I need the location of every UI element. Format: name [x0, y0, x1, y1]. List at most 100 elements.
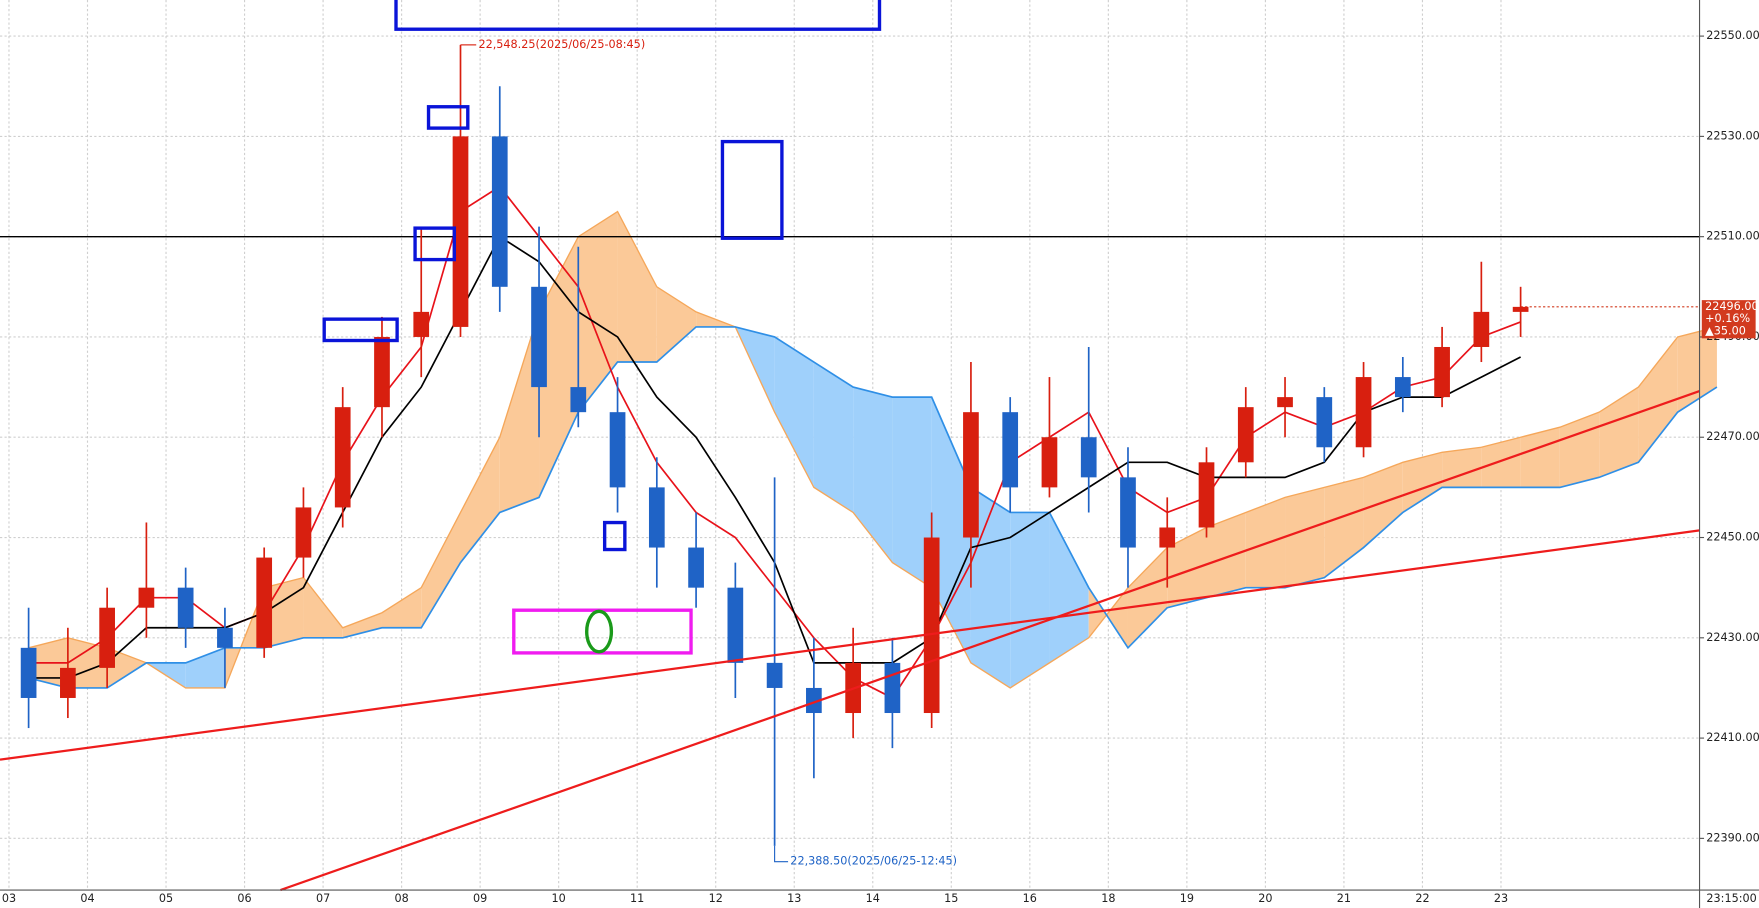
y-tick-label: 22470.00	[1706, 430, 1759, 443]
ellipse	[585, 609, 614, 654]
high-label: 22,548.25(2025/06/25-08:45)	[478, 38, 645, 51]
cloud-segment	[1167, 527, 1207, 608]
candle-body	[1277, 397, 1293, 408]
cloud-edge	[28, 210, 1718, 689]
x-tick-label: 19	[1180, 892, 1194, 905]
last-diff: ▲35.00	[1705, 325, 1746, 338]
y-tick-label: 22410.00	[1706, 731, 1759, 744]
x-tick-label: 16	[1023, 892, 1037, 905]
candle-body	[1198, 462, 1215, 528]
cloud-segment	[1127, 547, 1168, 648]
candle-body	[1120, 477, 1136, 548]
candle-body	[1080, 437, 1097, 478]
cloud-segment	[303, 577, 343, 638]
box	[413, 226, 457, 262]
x-tick-label: 10	[552, 892, 566, 905]
drawings	[0, 0, 1700, 892]
candle-body	[806, 687, 822, 714]
x-tick-label: 03	[2, 892, 16, 905]
x-tick-label: 22	[1415, 892, 1429, 905]
cloud-segment	[774, 336, 814, 488]
x-tick-label: 12	[709, 892, 723, 905]
candle-body	[20, 647, 37, 698]
candle-body	[374, 336, 390, 408]
x-tick-label: 20	[1258, 892, 1272, 905]
candle-body	[334, 407, 351, 508]
candle-body	[1041, 437, 1058, 488]
box	[394, 0, 882, 31]
x-tick-label: 07	[316, 892, 330, 905]
trend-line	[0, 529, 1700, 761]
candle-body	[963, 412, 979, 538]
cloud-segment	[1363, 462, 1403, 548]
cloud-segment	[381, 587, 422, 628]
cloud-segment	[1206, 512, 1246, 598]
cloud-segment	[342, 612, 382, 638]
y-tick-label: 22390.00	[1706, 831, 1759, 844]
cloud-segment	[1520, 427, 1560, 488]
cloud-segment	[1442, 447, 1482, 488]
box	[720, 139, 784, 240]
last-price-box	[1701, 300, 1756, 339]
last-change: +0.16%	[1705, 312, 1750, 325]
candle-body	[256, 557, 273, 648]
candle-body	[1002, 412, 1019, 488]
x-tick-label: 08	[394, 892, 408, 905]
grid	[0, 0, 1700, 891]
candle-body	[99, 607, 115, 668]
trend-line	[280, 390, 1700, 892]
candle-body	[1316, 397, 1333, 448]
candle-body	[138, 587, 155, 608]
candle-body	[452, 136, 469, 327]
x-tick-label: 05	[159, 892, 173, 905]
x-tick-label: 14	[866, 892, 880, 905]
cloud-segment	[67, 637, 108, 688]
x-tick-label: 04	[80, 892, 94, 905]
cloud-segment	[1677, 326, 1717, 413]
cloud-segment	[1049, 512, 1089, 663]
candle-body	[1473, 311, 1490, 347]
box	[426, 105, 470, 130]
x-tick-label: 06	[237, 892, 251, 905]
low-label: 22,388.50(2025/06/25-12:45)	[790, 855, 957, 868]
y-tick-label: 22550.00	[1706, 29, 1759, 42]
y-tick-label: 22530.00	[1706, 129, 1759, 142]
candle-body	[1394, 377, 1411, 398]
cloud-segment	[853, 387, 893, 563]
candle-body	[570, 387, 587, 413]
candle-body	[1434, 346, 1450, 398]
cloud-segment	[1599, 387, 1639, 478]
box	[322, 317, 399, 343]
cloud-segment	[421, 512, 461, 628]
cloud-segment	[1324, 477, 1364, 578]
time-label: 23:15:00	[1706, 892, 1756, 905]
candle-body	[217, 627, 233, 648]
candle-body	[1355, 377, 1372, 448]
cloud-segment	[1402, 452, 1443, 513]
candle-body	[1237, 407, 1254, 463]
candle-body	[727, 587, 744, 663]
cloud-segment	[1481, 437, 1521, 488]
candle-body	[688, 547, 704, 588]
candle-body	[413, 311, 430, 337]
cloud-segment	[107, 647, 147, 688]
cloud-segment	[1285, 487, 1325, 588]
candle-body	[648, 487, 665, 548]
candle-body	[295, 507, 312, 558]
candle-body	[923, 537, 940, 714]
x-tick-label: 11	[630, 892, 644, 905]
candle-body	[60, 667, 76, 698]
cloud-segment	[499, 311, 540, 513]
x-tick-label: 21	[1337, 892, 1351, 905]
x-tick-label: 13	[787, 892, 801, 905]
cloud-segment	[617, 211, 657, 363]
candle-body	[1512, 306, 1529, 312]
x-tick-label: 15	[944, 892, 958, 905]
y-tick-label: 22510.00	[1706, 230, 1759, 243]
cloud-segment	[813, 362, 854, 513]
cloud-segment	[1010, 512, 1050, 688]
candle-body	[531, 286, 547, 388]
last-price: 22496.00	[1705, 300, 1758, 313]
cloud-segment	[931, 397, 971, 663]
cloud	[28, 210, 1718, 689]
